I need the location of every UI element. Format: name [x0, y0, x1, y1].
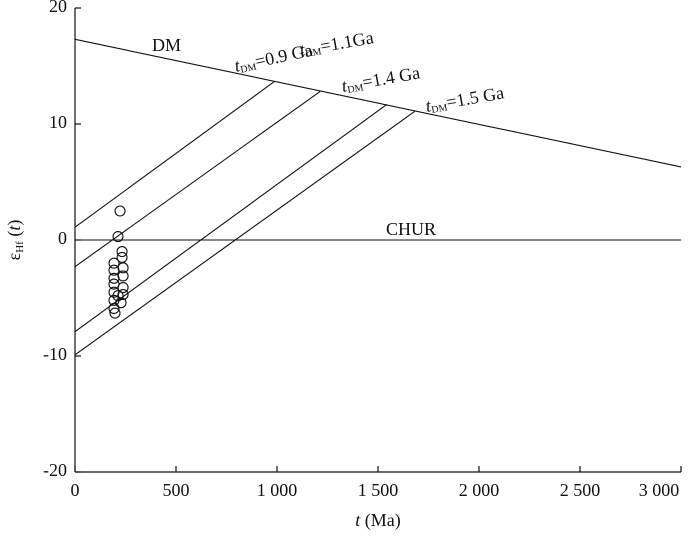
x-label-text: (Ma)	[360, 510, 400, 531]
line-label-italic: t	[298, 39, 307, 60]
data-point	[117, 282, 129, 294]
data-point	[117, 270, 129, 282]
line-label-text: DM	[152, 35, 181, 55]
y-label-close: )	[4, 220, 25, 226]
line-label-sub: DM	[240, 62, 258, 76]
line-label: CHUR	[386, 219, 436, 239]
x-label-italic: t	[355, 510, 361, 530]
x-tick-label: 500	[163, 480, 190, 500]
y-tick-label: 20	[49, 0, 67, 16]
y-tick-label: 0	[58, 228, 67, 248]
reference-line	[74, 103, 388, 333]
line-label-text: =1.4 Ga	[361, 63, 422, 93]
line-label: tDM=1.5 Ga	[424, 83, 506, 118]
reference-line	[74, 80, 276, 228]
x-tick-label: 3 000	[639, 480, 680, 500]
y-tick-label: 10	[49, 112, 67, 132]
x-tick-label: 1 000	[257, 480, 298, 500]
reference-line	[74, 38, 682, 168]
y-label-sub: Hf	[14, 241, 26, 253]
line-label-sub: DM	[347, 83, 365, 97]
x-tick-label: 0	[71, 480, 80, 500]
y-axis-label: εHf (t)	[4, 220, 25, 261]
line-label-text: =1.1Ga	[319, 27, 375, 56]
x-tick-label: 2 500	[560, 480, 601, 500]
line-label-italic: t	[340, 75, 349, 96]
data-point	[116, 251, 128, 263]
data-point	[114, 205, 126, 217]
y-tick-label: -10	[43, 344, 67, 364]
data-point	[115, 297, 127, 309]
line-label-sub: DM	[431, 103, 449, 117]
x-tick-label: 2 000	[459, 480, 500, 500]
data-point	[108, 257, 120, 269]
line-label: DM	[152, 35, 181, 55]
y-label-symbol: ε	[4, 252, 24, 260]
line-label-italic: t	[233, 55, 243, 76]
line-label-text: =1.5 Ga	[445, 83, 506, 113]
line-label: tDM=1.4 Ga	[340, 63, 422, 98]
line-label-italic: t	[424, 95, 433, 116]
reference-line	[74, 91, 321, 268]
data-point	[108, 302, 120, 314]
x-tick-label: 1 500	[358, 480, 399, 500]
y-label-italic: t	[4, 225, 24, 231]
data-point	[112, 230, 124, 243]
y-tick-label: -20	[43, 460, 67, 480]
line-label-text: CHUR	[386, 219, 436, 239]
y-label-open: (	[4, 231, 25, 242]
x-axis-label: t (Ma)	[355, 510, 401, 531]
data-point	[117, 288, 129, 301]
data-point	[116, 246, 128, 258]
data-point	[112, 290, 124, 302]
data-point	[117, 262, 129, 274]
line-label-sub: DM	[305, 47, 323, 61]
reference-line	[74, 110, 416, 356]
data-point	[109, 307, 121, 319]
